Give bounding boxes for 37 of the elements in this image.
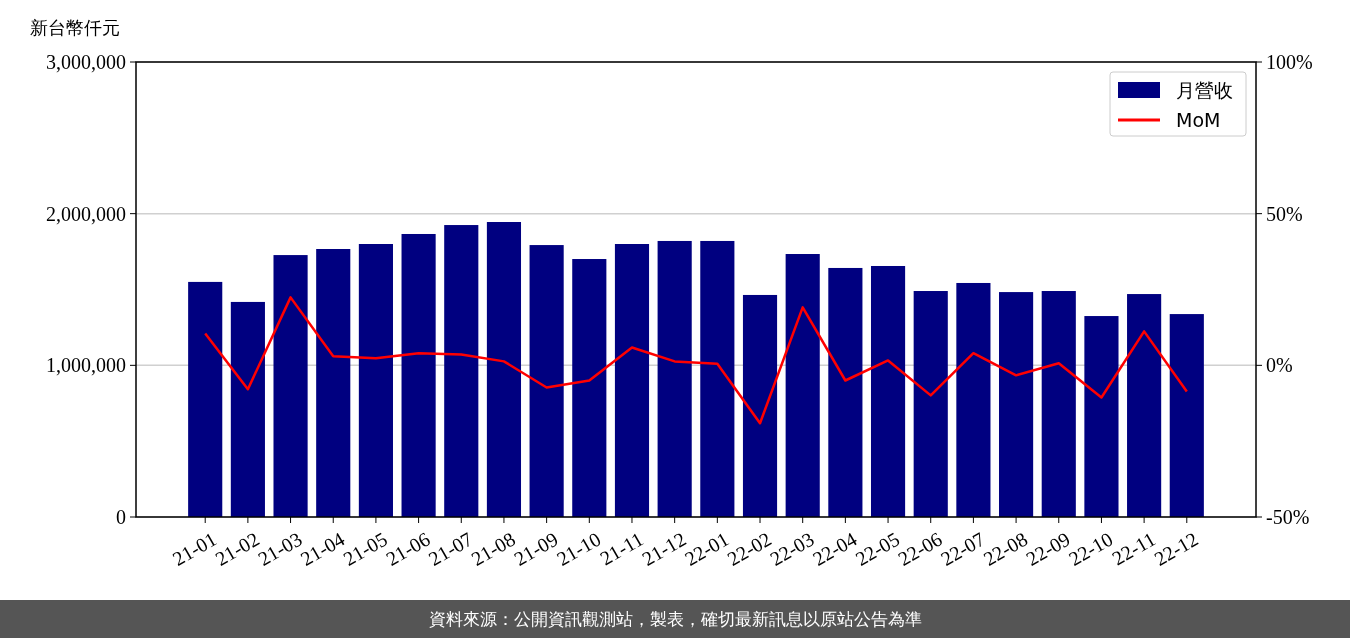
legend-label: MoM <box>1176 108 1221 131</box>
bar <box>188 281 223 517</box>
bar <box>742 294 778 517</box>
bar <box>956 282 991 517</box>
bar <box>700 240 735 517</box>
bar <box>657 240 692 517</box>
bar <box>1041 291 1076 517</box>
bar <box>401 233 436 517</box>
legend-label: 月營收 <box>1176 78 1233 101</box>
y-tick-label: 0 <box>116 506 126 528</box>
y-tick-label: 2,000,000 <box>46 202 126 225</box>
bar <box>230 301 265 517</box>
y2-tick-label: 50% <box>1266 202 1303 225</box>
y-axis-title: 新台幣仟元 <box>30 17 120 38</box>
bar <box>316 249 351 517</box>
bar <box>358 244 393 517</box>
y-tick-label: 1,000,000 <box>46 354 126 377</box>
bar <box>444 225 479 517</box>
bar <box>1169 314 1204 517</box>
bar <box>529 245 564 517</box>
bar <box>785 254 820 517</box>
bar <box>870 265 906 517</box>
bar <box>1127 294 1162 517</box>
bar <box>999 292 1034 517</box>
bar <box>614 244 650 517</box>
bar <box>572 259 607 517</box>
y2-tick-label: -50% <box>1266 506 1310 528</box>
bar <box>273 255 308 517</box>
bar <box>913 291 948 517</box>
source-note: 資料來源：公開資訊觀測站，製表，確切最新訊息以原站公告為準 <box>428 608 922 629</box>
line-series <box>203 296 1189 425</box>
bar <box>1084 316 1119 517</box>
bar <box>828 267 863 517</box>
y-tick-label: 3,000,000 <box>46 51 126 73</box>
bar <box>486 222 522 517</box>
y2-tick-label: 0% <box>1266 354 1293 377</box>
y2-tick-label: 100% <box>1266 51 1313 73</box>
